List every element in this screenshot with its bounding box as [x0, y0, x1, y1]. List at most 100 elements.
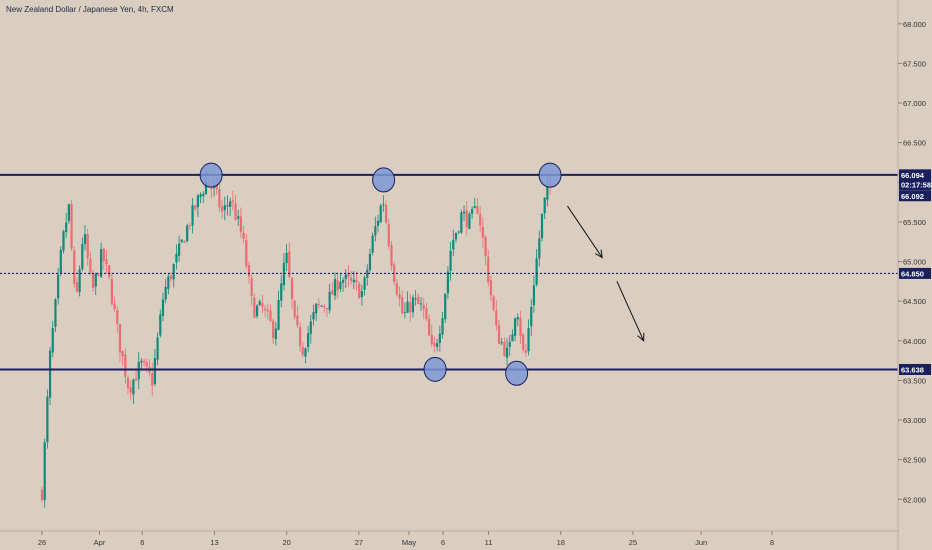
touch-point-marker[interactable]: [423, 356, 447, 382]
candle-body: [344, 274, 347, 280]
candle-body: [487, 256, 490, 283]
touch-point-marker[interactable]: [372, 167, 396, 193]
candle-body: [341, 279, 345, 283]
x-tick-label: 26: [38, 538, 46, 547]
candle-body: [304, 348, 307, 357]
projection-arrow[interactable]: [567, 205, 603, 258]
candle-body: [169, 275, 173, 280]
candle-body: [75, 282, 79, 292]
candle-body: [406, 301, 409, 313]
candle-body: [462, 211, 466, 214]
candle-body: [65, 222, 68, 233]
candle-body: [296, 315, 299, 326]
x-tick-label: Jun: [695, 538, 707, 547]
touch-point-marker[interactable]: [505, 360, 529, 386]
candle-body: [186, 225, 189, 242]
candle-body: [250, 278, 253, 297]
candle-body: [239, 216, 243, 232]
candle-body: [476, 205, 479, 214]
price-badge-label: 02:17:58: [901, 181, 931, 190]
chart-title: New Zealand Dollar / Japanese Yen, 4h, F…: [6, 5, 174, 14]
candle-body: [290, 278, 294, 299]
x-tick-label: 11: [485, 538, 493, 547]
candle-body: [376, 220, 380, 226]
candle-body: [191, 205, 194, 226]
candle-body: [301, 346, 304, 355]
candle-body: [401, 297, 404, 314]
candle-body: [140, 360, 143, 363]
touch-point-marker[interactable]: [199, 162, 223, 188]
candle-body: [199, 194, 202, 198]
candle-body: [540, 213, 544, 239]
candle-body: [433, 342, 436, 347]
candle-body: [282, 262, 286, 286]
candle-body: [164, 286, 167, 300]
candle-body: [215, 183, 218, 189]
candle-body: [70, 204, 73, 249]
candle-body: [460, 212, 463, 233]
candle-body: [269, 310, 272, 322]
candle-body: [398, 294, 401, 299]
candle-body: [118, 323, 122, 353]
candle-body: [511, 334, 514, 342]
price-badge-label: 63.638: [901, 365, 924, 374]
candle-body: [175, 253, 178, 263]
projection-arrow[interactable]: [616, 281, 645, 341]
candle-body: [247, 264, 251, 277]
candle-body: [151, 373, 154, 386]
candle-body: [126, 377, 130, 389]
candle-body: [387, 224, 390, 246]
candle-body: [266, 309, 269, 312]
candle-body: [497, 325, 501, 345]
candle-body: [489, 280, 493, 296]
candle-body: [452, 239, 455, 250]
y-tick-label: 64.500: [903, 297, 926, 306]
candle-body: [444, 293, 447, 320]
candle-body: [204, 181, 208, 195]
candle-body: [530, 306, 533, 327]
candle-body: [312, 312, 315, 320]
candle-body: [43, 442, 46, 500]
candle-body: [223, 205, 226, 211]
candle-body: [527, 328, 530, 352]
candle-body: [379, 205, 382, 223]
candle-body: [505, 347, 509, 358]
x-tick-label: 27: [355, 538, 363, 547]
candle-body: [137, 362, 140, 380]
price-badge: [899, 267, 931, 279]
y-tick-label: 67.000: [903, 99, 926, 108]
candle-body: [430, 334, 433, 345]
candle-body: [347, 273, 350, 277]
candle-body: [519, 318, 522, 337]
candle-body: [86, 234, 89, 259]
touch-point-marker[interactable]: [538, 162, 562, 188]
candle-body: [425, 308, 428, 319]
candle-body: [371, 235, 374, 253]
candle-body: [403, 311, 406, 313]
y-axis[interactable]: 62.000 62.500 63.000 63.500 64.000 64.500 65.0…: [898, 20, 926, 505]
candle-body: [229, 201, 232, 207]
candle-body: [83, 234, 87, 245]
candle-body: [264, 308, 267, 310]
y-tick-label: 67.500: [903, 59, 926, 68]
x-tick-label: 25: [629, 538, 637, 547]
candle-body: [307, 333, 310, 348]
candle-body: [242, 232, 245, 239]
candle-body: [336, 280, 339, 291]
candle-body: [258, 301, 261, 305]
candle-body: [298, 327, 302, 347]
price-badge-label: 66.092: [901, 192, 924, 201]
candle-body: [320, 305, 323, 307]
candle-body: [255, 305, 259, 317]
candle-body: [436, 343, 439, 348]
candle-body: [129, 387, 132, 393]
x-tick-label: 20: [282, 538, 290, 547]
candle-body: [358, 283, 361, 299]
candle-body: [411, 297, 415, 313]
candle-body: [67, 204, 70, 221]
x-axis[interactable]: 26 Apr 6 13 20 27 May 6 11 18 25 Jun 8: [38, 531, 774, 547]
candle-body: [177, 243, 181, 256]
candle-body: [495, 310, 498, 326]
